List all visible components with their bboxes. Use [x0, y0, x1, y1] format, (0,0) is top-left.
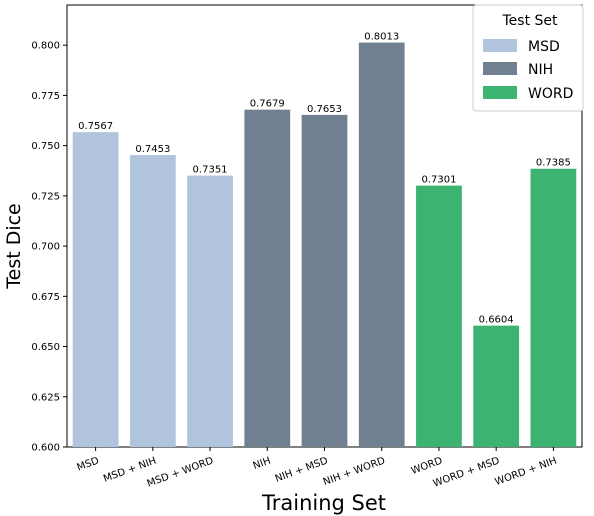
x-tick-label: WORD + NIH — [493, 455, 558, 488]
y-tick-label: 0.600 — [31, 443, 60, 454]
bar — [416, 185, 462, 447]
legend-swatch-msd — [483, 39, 517, 52]
data-labels-group: 0.7567 0.7453 0.7351 0.7679 0.7653 0.8013 0.73… — [78, 32, 571, 326]
bar — [473, 325, 520, 447]
bar — [72, 132, 119, 447]
y-tick-label: 0.800 — [31, 41, 60, 52]
y-tick-label: 0.750 — [31, 141, 60, 152]
x-tick-label: WORD + MSD — [432, 455, 502, 489]
x-axis-title: Training Set — [261, 491, 386, 515]
x-tick-label: MSD + WORD — [146, 455, 216, 489]
y-tick-label: 0.650 — [31, 342, 60, 353]
legend-label-word: WORD — [528, 86, 573, 102]
bar — [187, 175, 233, 447]
x-tick-label: WORD — [410, 455, 444, 477]
legend-swatch-nih — [483, 62, 517, 75]
bar-value-label: 0.7351 — [193, 165, 228, 176]
legend-title: Test Set — [501, 13, 558, 29]
bar-value-label: 0.7567 — [78, 121, 113, 132]
bar-value-label: 0.7679 — [250, 99, 285, 110]
y-tick-label: 0.700 — [31, 242, 60, 253]
y-axis: 0.600 0.625 0.650 0.675 0.700 0.725 0.750 0.775… — [31, 41, 67, 454]
legend-label-nih: NIH — [528, 62, 553, 78]
x-tick-label: NIH + MSD — [274, 455, 330, 484]
bar — [301, 114, 348, 447]
bar-value-label: 0.7453 — [135, 144, 170, 155]
y-axis-title: Test Dice — [3, 203, 25, 290]
legend-swatch-word — [483, 86, 517, 99]
legend-label-msd: MSD — [528, 39, 560, 55]
bar-value-label: 0.7301 — [421, 175, 456, 186]
legend: Test Set MSD NIH WORD — [472, 4, 584, 112]
bar — [129, 155, 176, 447]
y-tick-label: 0.775 — [31, 91, 60, 102]
x-tick-label: NIH — [252, 455, 273, 471]
bar-value-label: 0.8013 — [364, 32, 399, 43]
y-tick-label: 0.675 — [31, 292, 60, 303]
legend-frame — [472, 4, 584, 112]
bar — [244, 109, 291, 447]
bar-value-label: 0.6604 — [479, 315, 514, 326]
y-tick-label: 0.725 — [31, 191, 60, 202]
bar-value-label: 0.7385 — [536, 158, 571, 169]
bar — [358, 42, 405, 447]
bar — [530, 168, 577, 447]
y-tick-label: 0.625 — [31, 392, 60, 403]
bars-group — [72, 42, 577, 447]
bar-value-label: 0.7653 — [307, 104, 342, 115]
x-tick-label: NIH + WORD — [322, 455, 387, 488]
x-tick-label: MSD — [76, 455, 101, 473]
